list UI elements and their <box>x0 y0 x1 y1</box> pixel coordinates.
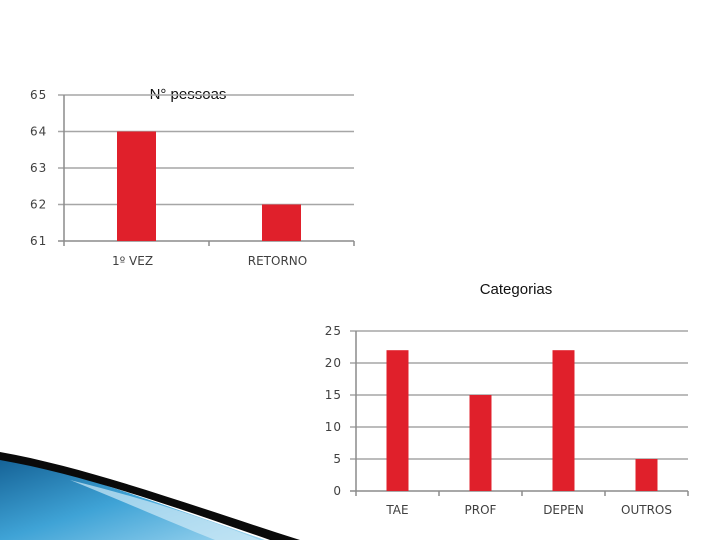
bar-outros <box>635 459 658 491</box>
x-tick-label: PROF <box>465 503 497 517</box>
bar-retorno <box>262 204 301 241</box>
y-tick-label: 62 <box>30 198 47 212</box>
y-tick-label: 15 <box>325 388 342 402</box>
x-tick-label: DEPEN <box>543 503 584 517</box>
bar-1-vez <box>117 131 156 241</box>
y-tick-label: 5 <box>333 452 342 466</box>
y-tick-label: 0 <box>333 484 342 498</box>
x-tick-label: RETORNO <box>248 254 307 268</box>
y-tick-label: 64 <box>30 125 47 139</box>
gridlines <box>58 94 355 246</box>
x-tick-label: OUTROS <box>621 503 672 517</box>
bars <box>117 131 301 241</box>
y-tick-label: 25 <box>325 324 342 338</box>
bar-tae <box>386 350 409 491</box>
y-tick-labels: 61 62 63 64 65 <box>30 88 47 248</box>
y-tick-labels: 0 5 10 15 20 25 <box>325 324 342 498</box>
x-tick-label: TAE <box>385 503 408 517</box>
bars <box>386 350 658 491</box>
swoosh-light-shape <box>70 480 260 540</box>
corner-swoosh-decoration <box>0 452 300 540</box>
y-tick-label: 20 <box>325 356 342 370</box>
x-tick-labels: TAE PROF DEPEN OUTROS <box>385 503 672 517</box>
chart-title: Categorias <box>480 281 553 298</box>
chart-categorias: Categorias 0 5 10 15 20 25 TAE PROF DEPEN OUTROS <box>325 281 689 517</box>
bar-prof <box>469 395 492 491</box>
y-tick-label: 65 <box>30 88 47 102</box>
y-tick-label: 63 <box>30 161 47 175</box>
y-tick-label: 61 <box>30 234 47 248</box>
x-tick-labels: 1º VEZ RETORNO <box>112 254 307 268</box>
bar-depen <box>552 350 575 491</box>
y-tick-label: 10 <box>325 420 342 434</box>
swoosh-black-stroke <box>0 452 300 540</box>
x-tick-label: 1º VEZ <box>112 254 153 268</box>
